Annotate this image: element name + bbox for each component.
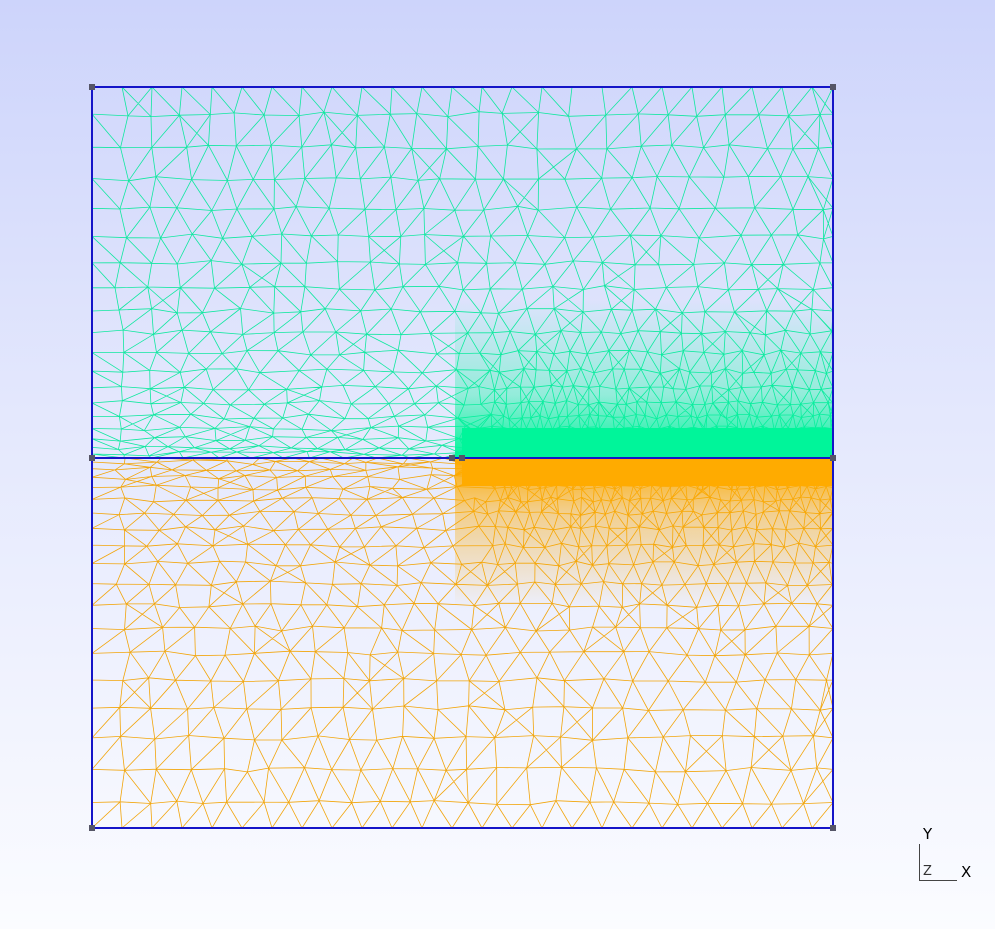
upper-dense-band	[462, 428, 833, 458]
axis-triad: Y Z X	[905, 822, 995, 892]
axis-y-line	[919, 844, 920, 880]
vertex-mid-right	[830, 455, 836, 461]
axis-y-label: Y	[923, 825, 933, 843]
vertex-top-left	[89, 84, 95, 90]
vertex-mid-left	[89, 455, 95, 461]
boundary-vertices	[89, 84, 836, 831]
lower-dense-band	[462, 458, 833, 486]
vertex-bottom-left	[89, 825, 95, 831]
axis-x-line	[919, 880, 957, 881]
axis-z-label: Z	[923, 864, 932, 879]
vertex-crack-tip-2	[459, 455, 465, 461]
axis-x-label: X	[961, 863, 972, 881]
vertex-top-right	[830, 84, 836, 90]
vertex-bottom-right	[830, 825, 836, 831]
vertex-crack-tip	[449, 455, 455, 461]
